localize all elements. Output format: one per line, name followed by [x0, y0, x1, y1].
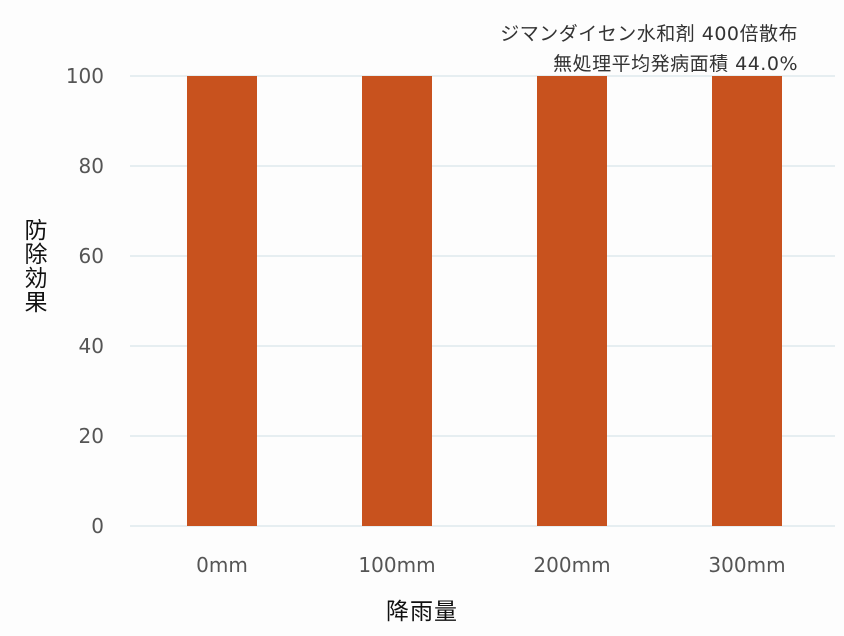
- y-tick-label: 80: [79, 154, 104, 178]
- y-axis-label: 防除効果: [20, 218, 46, 314]
- annotation-treatment: ジマンダイセン水和剤 400倍散布: [500, 23, 798, 45]
- y-tick-label: 100: [66, 64, 104, 88]
- x-tick-label: 200mm: [533, 553, 610, 577]
- bar: [362, 76, 432, 526]
- bar: [712, 76, 782, 526]
- bar: [187, 76, 257, 526]
- x-tick-label: 0mm: [196, 553, 248, 577]
- x-axis-label: 降雨量: [386, 599, 458, 625]
- x-tick-label: 300mm: [708, 553, 785, 577]
- bar: [537, 76, 607, 526]
- annotation-untreated-area: 無処理平均発病面積 44.0%: [553, 53, 798, 75]
- x-tick-label: 100mm: [358, 553, 435, 577]
- y-tick-label: 60: [79, 244, 104, 268]
- y-tick-label: 20: [79, 424, 104, 448]
- y-tick-label: 0: [91, 514, 104, 538]
- y-tick-label: 40: [79, 334, 104, 358]
